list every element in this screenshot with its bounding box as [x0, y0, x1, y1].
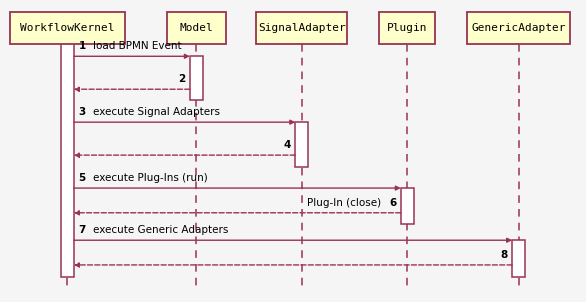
Text: execute Plug-Ins (run): execute Plug-Ins (run)	[93, 173, 208, 183]
Text: load BPMN Event: load BPMN Event	[93, 41, 182, 51]
Text: 1: 1	[79, 41, 86, 51]
Bar	[380, 12, 435, 44]
Text: 3: 3	[79, 107, 86, 117]
Text: execute Signal Adapters: execute Signal Adapters	[93, 107, 220, 117]
Text: SignalAdapter: SignalAdapter	[258, 23, 346, 33]
Bar	[257, 12, 347, 44]
Bar	[61, 43, 74, 277]
Bar	[512, 240, 525, 277]
Text: GenericAdapter: GenericAdapter	[471, 23, 566, 33]
Bar	[401, 188, 414, 224]
Text: 7: 7	[79, 225, 86, 235]
Text: 4: 4	[283, 140, 291, 150]
Text: 8: 8	[500, 250, 507, 260]
Bar	[190, 56, 203, 100]
Text: 5: 5	[79, 173, 86, 183]
Bar	[167, 12, 226, 44]
Bar	[295, 122, 308, 168]
Bar	[468, 12, 570, 44]
Text: WorkflowKernel: WorkflowKernel	[20, 23, 115, 33]
Bar	[11, 12, 125, 44]
Text: 2: 2	[178, 74, 185, 84]
Text: 6: 6	[389, 198, 396, 208]
Text: Plug-In (close): Plug-In (close)	[308, 198, 381, 208]
Text: Model: Model	[179, 23, 213, 33]
Text: execute Generic Adapters: execute Generic Adapters	[93, 225, 229, 235]
Text: Plugin: Plugin	[387, 23, 428, 33]
